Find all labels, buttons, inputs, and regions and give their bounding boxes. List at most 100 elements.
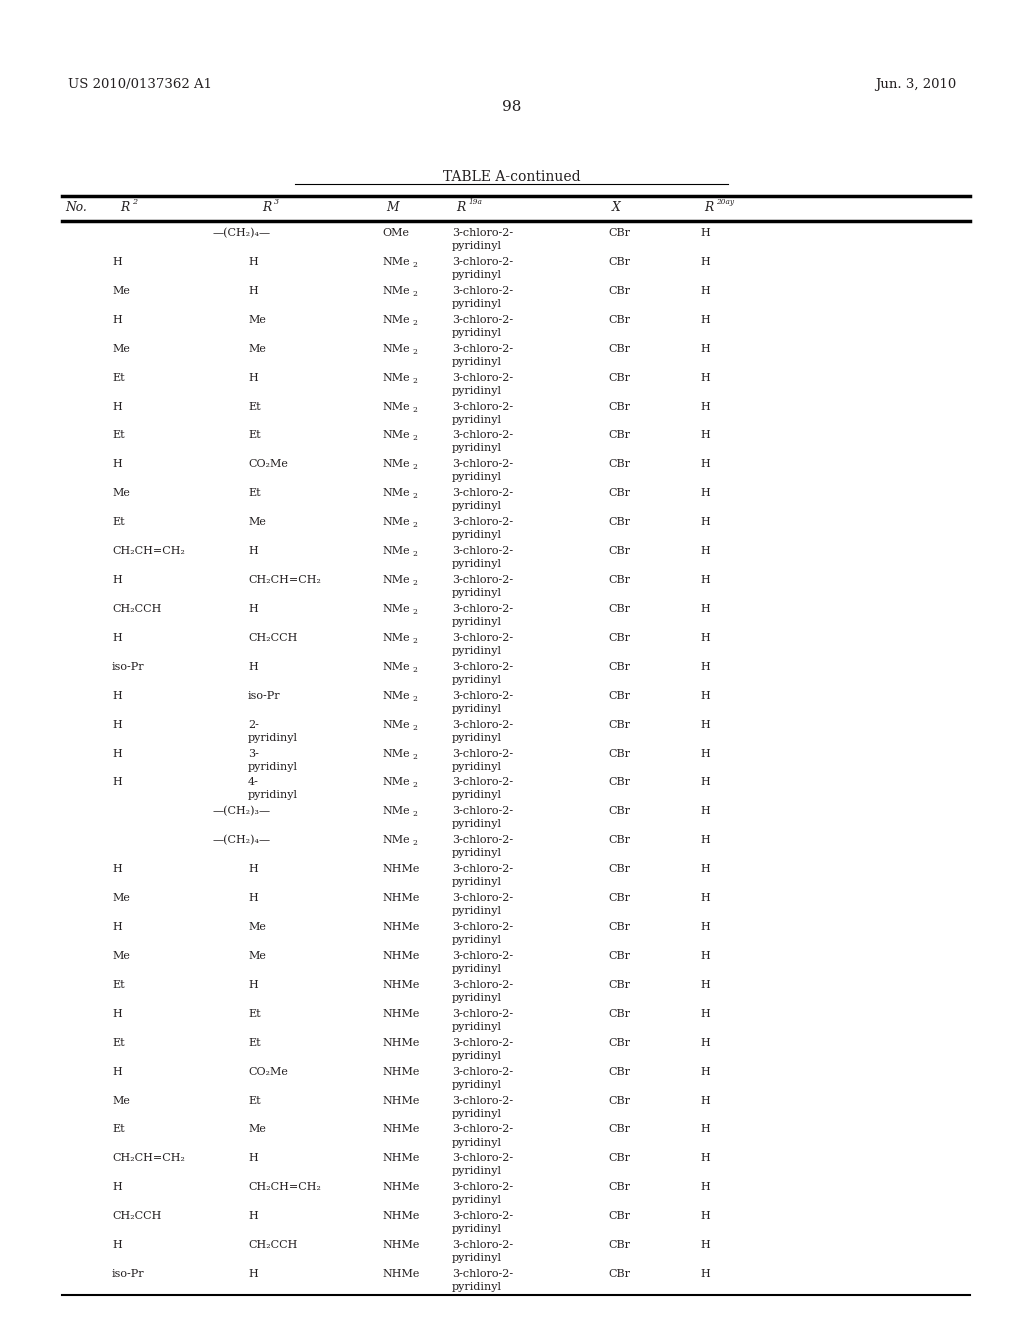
Text: pyridinyl: pyridinyl bbox=[452, 675, 502, 685]
Text: Me: Me bbox=[112, 950, 130, 961]
Text: pyridinyl: pyridinyl bbox=[452, 1196, 502, 1205]
Text: 3-chloro-2-: 3-chloro-2- bbox=[452, 836, 513, 845]
Text: H: H bbox=[112, 865, 122, 874]
Text: H: H bbox=[700, 228, 710, 238]
Text: H: H bbox=[248, 661, 258, 672]
Text: NMe: NMe bbox=[382, 748, 410, 759]
Text: CH₂CCH: CH₂CCH bbox=[112, 605, 162, 614]
Text: 3-chloro-2-: 3-chloro-2- bbox=[452, 517, 513, 527]
Text: CBr: CBr bbox=[608, 517, 630, 527]
Text: Et: Et bbox=[112, 1125, 125, 1134]
Text: pyridinyl: pyridinyl bbox=[452, 645, 502, 656]
Text: pyridinyl: pyridinyl bbox=[452, 1167, 502, 1176]
Text: H: H bbox=[112, 1183, 122, 1192]
Text: H: H bbox=[700, 1008, 710, 1019]
Text: H: H bbox=[112, 748, 122, 759]
Text: 3-chloro-2-: 3-chloro-2- bbox=[452, 228, 513, 238]
Text: 3-chloro-2-: 3-chloro-2- bbox=[452, 343, 513, 354]
Text: R: R bbox=[705, 201, 714, 214]
Text: CH₂CH=CH₂: CH₂CH=CH₂ bbox=[112, 1154, 185, 1163]
Text: CBr: CBr bbox=[608, 1154, 630, 1163]
Text: 3-chloro-2-: 3-chloro-2- bbox=[452, 372, 513, 383]
Text: NHMe: NHMe bbox=[382, 1241, 420, 1250]
Text: 2: 2 bbox=[412, 781, 417, 789]
Text: iso-Pr: iso-Pr bbox=[112, 661, 144, 672]
Text: H: H bbox=[112, 257, 122, 267]
Text: 2: 2 bbox=[412, 550, 417, 558]
Text: NHMe: NHMe bbox=[382, 1008, 420, 1019]
Text: CBr: CBr bbox=[608, 923, 630, 932]
Text: R: R bbox=[120, 201, 129, 214]
Text: CBr: CBr bbox=[608, 836, 630, 845]
Text: NMe: NMe bbox=[382, 546, 410, 556]
Text: CBr: CBr bbox=[608, 690, 630, 701]
Text: 3-chloro-2-: 3-chloro-2- bbox=[452, 576, 513, 585]
Text: H: H bbox=[700, 576, 710, 585]
Text: NMe: NMe bbox=[382, 517, 410, 527]
Text: NMe: NMe bbox=[382, 661, 410, 672]
Text: pyridinyl: pyridinyl bbox=[452, 1080, 502, 1090]
Text: H: H bbox=[248, 605, 258, 614]
Text: H: H bbox=[112, 632, 122, 643]
Text: CBr: CBr bbox=[608, 719, 630, 730]
Text: CH₂CH=CH₂: CH₂CH=CH₂ bbox=[248, 1183, 321, 1192]
Text: Me: Me bbox=[248, 950, 266, 961]
Text: 98: 98 bbox=[503, 100, 521, 114]
Text: 3-chloro-2-: 3-chloro-2- bbox=[452, 719, 513, 730]
Text: 3-chloro-2-: 3-chloro-2- bbox=[452, 1154, 513, 1163]
Text: 2: 2 bbox=[412, 347, 417, 355]
Text: Me: Me bbox=[248, 1125, 266, 1134]
Text: CBr: CBr bbox=[608, 343, 630, 354]
Text: CBr: CBr bbox=[608, 661, 630, 672]
Text: pyridinyl: pyridinyl bbox=[452, 704, 502, 714]
Text: NMe: NMe bbox=[382, 459, 410, 470]
Text: H: H bbox=[700, 546, 710, 556]
Text: pyridinyl: pyridinyl bbox=[452, 242, 502, 251]
Text: pyridinyl: pyridinyl bbox=[452, 385, 502, 396]
Text: 2: 2 bbox=[412, 261, 417, 269]
Text: CH₂CCH: CH₂CCH bbox=[248, 1241, 297, 1250]
Text: NHMe: NHMe bbox=[382, 865, 420, 874]
Text: 3: 3 bbox=[274, 198, 280, 206]
Text: 3-chloro-2-: 3-chloro-2- bbox=[452, 894, 513, 903]
Text: H: H bbox=[700, 372, 710, 383]
Text: US 2010/0137362 A1: US 2010/0137362 A1 bbox=[68, 78, 212, 91]
Text: pyridinyl: pyridinyl bbox=[452, 820, 502, 829]
Text: 3-chloro-2-: 3-chloro-2- bbox=[452, 748, 513, 759]
Text: NMe: NMe bbox=[382, 488, 410, 498]
Text: H: H bbox=[248, 257, 258, 267]
Text: —(CH₂)₄—: —(CH₂)₄— bbox=[213, 836, 271, 846]
Text: Et: Et bbox=[112, 517, 125, 527]
Text: 2: 2 bbox=[412, 636, 417, 645]
Text: 2: 2 bbox=[412, 694, 417, 702]
Text: Me: Me bbox=[112, 343, 130, 354]
Text: CBr: CBr bbox=[608, 228, 630, 238]
Text: pyridinyl: pyridinyl bbox=[452, 327, 502, 338]
Text: Me: Me bbox=[112, 1096, 130, 1106]
Text: CBr: CBr bbox=[608, 488, 630, 498]
Text: H: H bbox=[700, 661, 710, 672]
Text: 3-chloro-2-: 3-chloro-2- bbox=[452, 865, 513, 874]
Text: 2: 2 bbox=[132, 198, 137, 206]
Text: 2: 2 bbox=[412, 463, 417, 471]
Text: NMe: NMe bbox=[382, 632, 410, 643]
Text: 2: 2 bbox=[412, 752, 417, 760]
Text: No.: No. bbox=[65, 201, 87, 214]
Text: M: M bbox=[386, 201, 398, 214]
Text: Et: Et bbox=[248, 1008, 261, 1019]
Text: iso-Pr: iso-Pr bbox=[112, 1269, 144, 1279]
Text: H: H bbox=[248, 894, 258, 903]
Text: H: H bbox=[700, 488, 710, 498]
Text: H: H bbox=[700, 517, 710, 527]
Text: pyridinyl: pyridinyl bbox=[452, 1253, 502, 1263]
Text: 4-: 4- bbox=[248, 777, 259, 788]
Text: pyridinyl: pyridinyl bbox=[452, 356, 502, 367]
Text: H: H bbox=[700, 1183, 710, 1192]
Text: H: H bbox=[700, 343, 710, 354]
Text: pyridinyl: pyridinyl bbox=[452, 964, 502, 974]
Text: NMe: NMe bbox=[382, 401, 410, 412]
Text: NMe: NMe bbox=[382, 807, 410, 816]
Text: pyridinyl: pyridinyl bbox=[452, 414, 502, 425]
Text: CBr: CBr bbox=[608, 605, 630, 614]
Text: NMe: NMe bbox=[382, 576, 410, 585]
